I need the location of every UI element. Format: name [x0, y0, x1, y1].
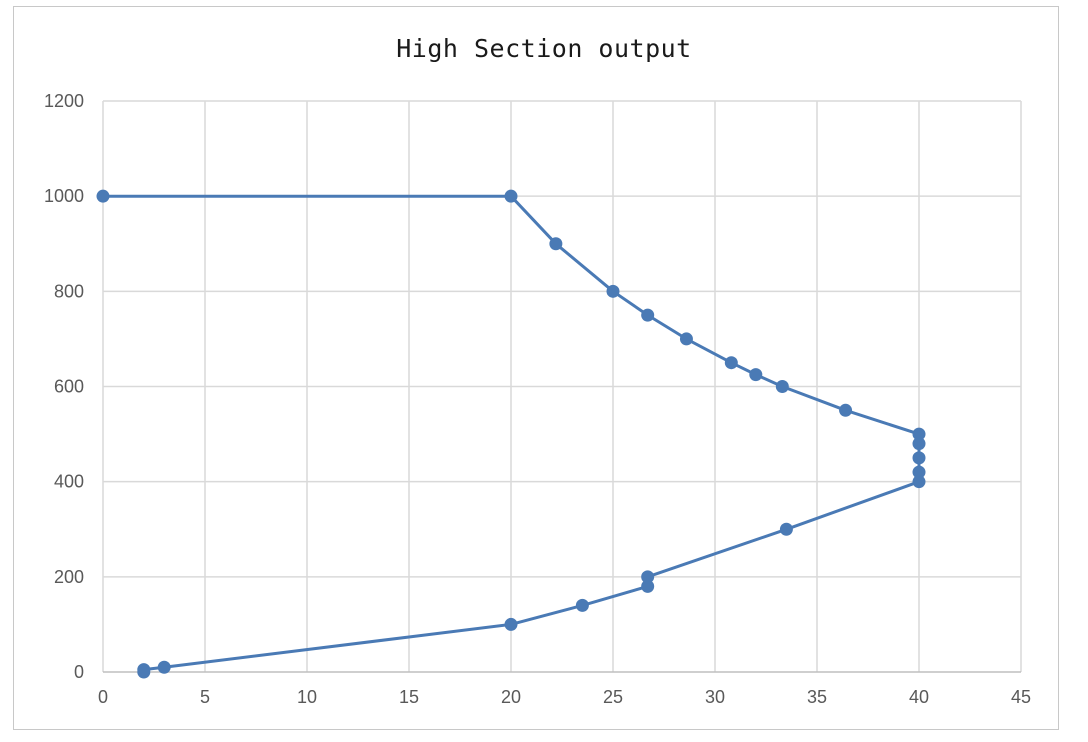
series-layer	[96, 189, 926, 679]
data-point	[157, 660, 171, 674]
y-tick-label: 400	[54, 472, 84, 492]
x-tick-label: 5	[200, 687, 210, 707]
tick-labels: 0 5 10 15 20 25 30 35 40 45 0 200 400 600 800 1000 1200	[44, 91, 1031, 707]
x-tick-label: 10	[297, 687, 317, 707]
grid-lines	[102, 100, 1022, 673]
data-point	[641, 308, 655, 322]
x-tick-label: 20	[501, 687, 521, 707]
data-point	[137, 665, 151, 679]
chart-title: High Section output	[396, 34, 692, 63]
data-point	[504, 189, 518, 203]
data-point	[912, 437, 926, 451]
data-point	[912, 475, 926, 489]
data-point	[749, 368, 763, 382]
data-point	[641, 579, 655, 593]
x-tick-label: 30	[705, 687, 725, 707]
data-point	[575, 598, 589, 612]
y-tick-label: 1200	[44, 91, 84, 111]
y-tick-label: 800	[54, 281, 84, 301]
data-point	[724, 356, 738, 370]
data-point	[779, 522, 793, 536]
y-tick-label: 0	[74, 662, 84, 682]
data-point	[775, 380, 789, 393]
x-tick-label: 35	[807, 687, 827, 707]
data-point	[549, 237, 563, 251]
data-point	[96, 189, 110, 203]
chart-frame	[13, 6, 1059, 730]
y-tick-label: 1000	[44, 186, 84, 206]
data-point	[679, 332, 693, 346]
data-point	[606, 284, 620, 298]
y-tick-label: 600	[54, 377, 84, 397]
data-point	[839, 403, 853, 417]
x-tick-label: 15	[399, 687, 419, 707]
x-tick-label: 45	[1011, 687, 1031, 707]
data-point	[912, 465, 926, 479]
y-tick-label: 200	[54, 567, 84, 587]
x-tick-label: 40	[909, 687, 929, 707]
data-point	[504, 617, 518, 631]
data-point	[912, 451, 926, 465]
data-point	[641, 570, 655, 584]
x-tick-label: 0	[98, 687, 108, 707]
x-tick-label: 25	[603, 687, 623, 707]
data-point	[912, 427, 926, 441]
